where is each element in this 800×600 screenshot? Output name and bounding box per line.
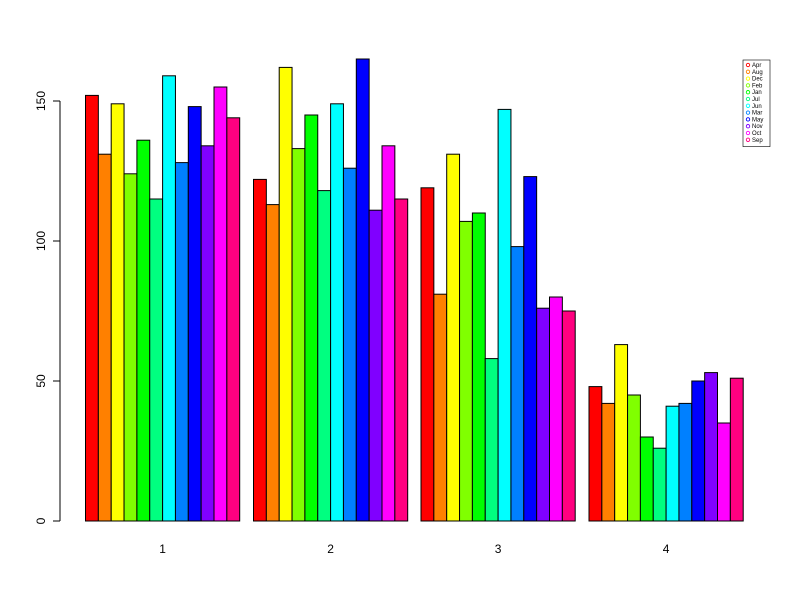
- bar-oct-2: [381, 145, 396, 522]
- bar-feb-1: [123, 173, 138, 522]
- bar-nov-1: [200, 145, 215, 522]
- bar-mar-3: [510, 246, 525, 522]
- legend-marker-sep: [745, 137, 751, 142]
- bars-group: [85, 58, 744, 522]
- legend-marker-feb: [745, 83, 751, 88]
- bar-jun-4: [665, 405, 680, 522]
- bar-nov-2: [368, 209, 383, 522]
- y-axis: 0 50 100 150: [34, 91, 61, 524]
- legend-marker-nov: [745, 124, 751, 129]
- bar-may-3: [523, 176, 538, 522]
- bar-dec-3: [446, 153, 461, 522]
- bar-dec-2: [278, 66, 293, 522]
- legend-label-oct: Oct: [752, 131, 762, 137]
- legend-label-dec: Dec: [752, 77, 763, 83]
- bar-oct-3: [549, 296, 563, 522]
- bar-jan-2: [304, 114, 319, 522]
- legend-marker-jan: [745, 90, 751, 95]
- bar-apr-2: [253, 178, 267, 522]
- legend-label-jun: Jun: [752, 104, 762, 110]
- legend-label-jul: Jul: [752, 97, 760, 103]
- legend-marker-jul: [745, 96, 751, 102]
- legend-label-apr: Apr: [752, 63, 761, 69]
- bar-mar-4: [678, 402, 693, 522]
- bar-may-2: [355, 58, 370, 522]
- legend-marker-may: [745, 117, 751, 122]
- bar-sep-3: [561, 310, 576, 522]
- legend-frame: [742, 59, 771, 147]
- bar-dec-4: [614, 344, 629, 522]
- bar-apr-4: [588, 386, 603, 522]
- bar-aug-4: [601, 402, 616, 522]
- legend-label-feb: Feb: [752, 83, 763, 89]
- bar-jun-3: [497, 108, 512, 522]
- legend-label-jan: Jan: [752, 90, 762, 96]
- bar-mar-1: [174, 162, 189, 522]
- bar-jan-3: [471, 212, 486, 522]
- legend-label-may: May: [752, 117, 763, 123]
- bar-nov-4: [704, 372, 719, 522]
- bar-jul-4: [652, 447, 667, 522]
- bar-apr-3: [420, 187, 435, 522]
- bar-feb-2: [291, 148, 306, 522]
- bar-jul-2: [317, 190, 332, 522]
- bar-sep-1: [226, 117, 241, 522]
- bar-mar-2: [342, 167, 357, 522]
- bar-jan-1: [136, 139, 151, 522]
- x-tick-label: 4: [663, 542, 670, 556]
- legend-marker-apr: [745, 62, 751, 68]
- bar-may-4: [691, 380, 706, 522]
- legend-marker-aug: [745, 69, 751, 74]
- legend-marker-mar: [745, 110, 751, 115]
- bar-sep-2: [394, 198, 409, 522]
- bar-jun-2: [330, 103, 344, 522]
- bar-oct-4: [717, 422, 731, 522]
- y-tick-label: 50: [34, 374, 48, 388]
- bar-dec-1: [110, 103, 125, 522]
- bar-nov-3: [536, 307, 551, 522]
- y-tick-label: 0: [34, 517, 48, 524]
- bar-aug-1: [97, 153, 112, 522]
- bar-aug-3: [433, 293, 448, 522]
- y-tick-label: 100: [34, 231, 48, 251]
- legend-marker-dec: [745, 76, 751, 81]
- bar-jul-1: [149, 198, 164, 522]
- bar-aug-2: [265, 204, 280, 522]
- bar-jan-4: [639, 436, 654, 522]
- bar-oct-1: [213, 86, 228, 522]
- x-tick-label: 3: [495, 542, 502, 556]
- legend-label-mar: Mar: [752, 111, 762, 117]
- legend-label-sep: Sep: [752, 138, 763, 144]
- bar-may-1: [187, 106, 202, 522]
- legend-label-nov: Nov: [752, 124, 763, 130]
- legend-marker-jun: [745, 103, 751, 108]
- x-axis: 1 2 3 4: [159, 542, 669, 556]
- y-tick-label: 150: [34, 91, 48, 111]
- bar-jun-1: [162, 75, 176, 522]
- bar-feb-3: [459, 220, 473, 522]
- bar-feb-4: [627, 394, 641, 522]
- bar-apr-1: [85, 94, 99, 522]
- bar-sep-4: [729, 377, 744, 522]
- x-tick-label: 1: [159, 542, 166, 556]
- legend-label-aug: Aug: [752, 70, 763, 76]
- x-tick-label: 2: [327, 542, 334, 556]
- bar-jul-3: [484, 358, 499, 522]
- legend-marker-oct: [745, 130, 751, 136]
